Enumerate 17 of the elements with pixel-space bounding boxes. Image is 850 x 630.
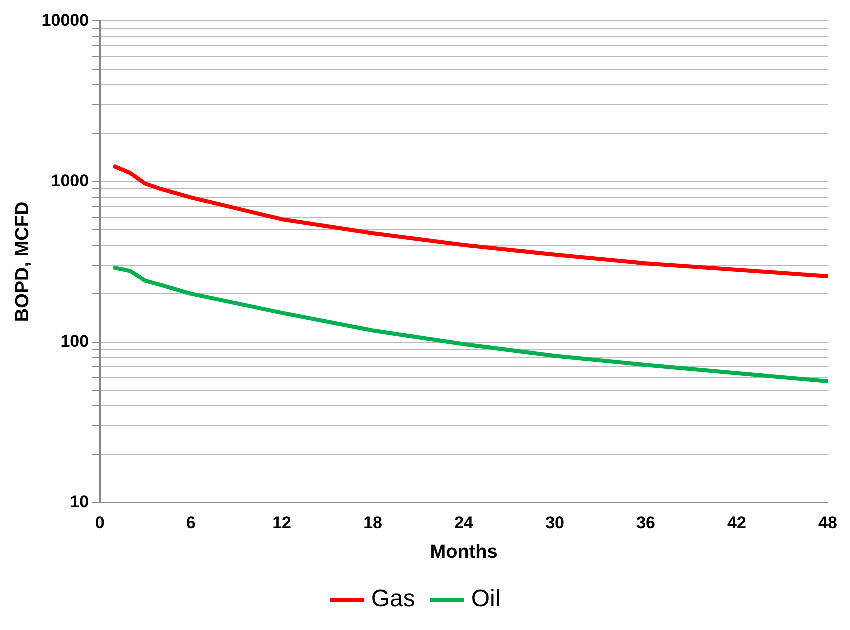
y-tick-label: 10000 bbox=[42, 10, 90, 30]
x-tick-label: 0 bbox=[95, 514, 105, 533]
y-tick-label: 10 bbox=[70, 492, 90, 512]
x-axis-title: Months bbox=[430, 542, 498, 563]
legend-label: Gas bbox=[371, 586, 416, 613]
x-tick-label: 18 bbox=[364, 514, 383, 533]
x-tick-label: 42 bbox=[728, 514, 746, 533]
x-tick-label: 48 bbox=[818, 514, 838, 533]
y-tick-label: 1000 bbox=[51, 171, 90, 190]
x-tick-label: 24 bbox=[454, 514, 474, 533]
y-tick-label: 100 bbox=[60, 332, 90, 351]
x-tick-label: 36 bbox=[636, 514, 656, 533]
y-axis-title: BOPD, MCFD bbox=[12, 202, 34, 322]
legend-label: Oil bbox=[471, 586, 501, 613]
x-tick-label: 6 bbox=[186, 514, 196, 533]
x-tick-label: 30 bbox=[546, 514, 564, 533]
x-tick-label: 12 bbox=[272, 514, 292, 533]
